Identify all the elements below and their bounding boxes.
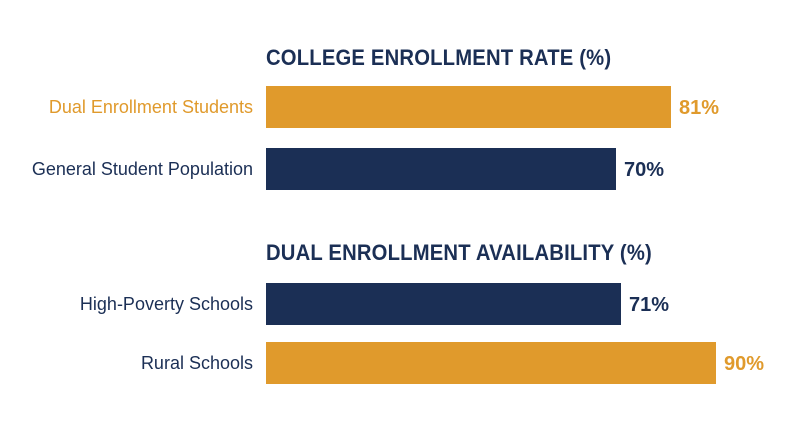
value-label-general-student-population: 70%: [624, 159, 664, 181]
bar-general-student-population: [266, 148, 616, 190]
chart-title-college-enrollment: COLLEGE ENROLLMENT RATE (%): [266, 45, 612, 70]
bar-dual-enrollment-students: [266, 86, 671, 128]
category-label-dual-enrollment-students: Dual Enrollment Students: [49, 97, 253, 117]
value-label-dual-enrollment-students: 81%: [679, 97, 719, 119]
value-label-rural-schools: 90%: [724, 353, 764, 375]
value-label-high-poverty-schools: 71%: [629, 294, 669, 316]
bar-rural-schools: [266, 342, 716, 384]
bar-high-poverty-schools: [266, 283, 621, 325]
category-label-general-student-population: General Student Population: [32, 159, 253, 179]
chart-title-dual-enrollment-availability: DUAL ENROLLMENT AVAILABILITY (%): [266, 240, 652, 265]
category-label-high-poverty-schools: High-Poverty Schools: [80, 294, 253, 314]
category-label-rural-schools: Rural Schools: [141, 353, 253, 373]
